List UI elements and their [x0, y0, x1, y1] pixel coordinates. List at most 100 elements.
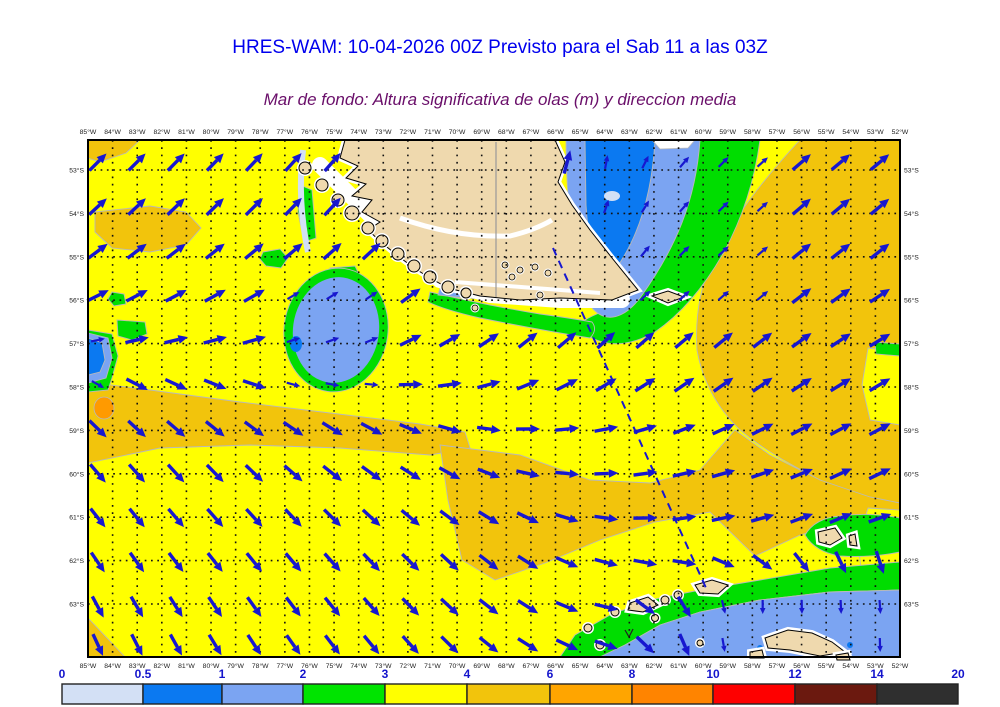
cape-horn-islet-3: [544, 269, 552, 277]
colorbar-segment-6: [549, 683, 633, 705]
colorbar-label-6: 6: [547, 667, 554, 681]
wave-arrow: [791, 337, 805, 349]
colorbar-label-4: 4: [464, 667, 471, 681]
wave-arrow-head: [488, 605, 499, 615]
lon-label-bottom: 75°W: [326, 662, 343, 670]
wave-arrow-head: [603, 155, 610, 162]
cape-horn-islet-5: [536, 291, 544, 299]
wave-arrow: [86, 292, 101, 303]
wave-arrow: [635, 337, 649, 350]
wave-arrow: [756, 160, 765, 168]
wave-arrow: [207, 633, 219, 649]
wave-arrow-head: [490, 424, 501, 434]
wave-arrow: [283, 464, 297, 477]
lon-label-top: 54°W: [842, 128, 859, 136]
wave-arrow-head: [800, 198, 811, 209]
wave-arrow-head: [175, 243, 186, 253]
wave-arrow: [439, 509, 453, 521]
wave-arrow: [125, 377, 141, 388]
fjord-island-4: [361, 221, 375, 235]
colorbar-segment-2: [221, 683, 304, 705]
wave-arrow-head: [332, 426, 343, 436]
lon-label-bottom: 76°W: [301, 662, 318, 670]
wave-arrow: [830, 292, 844, 304]
wave-arrow: [399, 422, 414, 432]
wave-arrow: [477, 467, 492, 476]
wave-arrow: [164, 377, 180, 388]
wave-arrow-head: [530, 424, 541, 434]
lon-label-bottom: 58°W: [744, 662, 761, 670]
wave-arrow-head: [448, 643, 459, 654]
wave-arrow: [323, 634, 336, 649]
wave-arrow: [516, 381, 532, 391]
wave-arrow-head: [95, 645, 104, 656]
cape-horn-islet-2: [531, 263, 539, 271]
wave-arrow: [517, 637, 532, 648]
wave-arrow: [91, 380, 100, 386]
wave-arrow-head: [213, 472, 224, 483]
wave-arrow: [478, 636, 493, 648]
wave-arrow-head: [877, 607, 883, 614]
wave-arrow-head: [369, 644, 380, 655]
lat-label-right: 61°S: [904, 514, 919, 522]
lon-label-bottom: 85°W: [80, 662, 97, 670]
wave-arrow: [594, 557, 610, 565]
shetland-island-5: [651, 614, 659, 622]
wave-arrow: [717, 249, 726, 257]
colorbar-label-1: 1: [219, 667, 226, 681]
wave-arrow-head: [802, 468, 813, 477]
colorbar-label-0.5: 0.5: [135, 667, 152, 681]
fjord-island-1: [315, 178, 329, 192]
wave-arrow-head: [212, 644, 222, 656]
wave-arrow: [166, 159, 180, 172]
wave-arrow-head: [606, 378, 617, 388]
graticule: [87, 140, 901, 657]
wave-arrow-head: [567, 379, 578, 388]
lat-label-right: 54°S: [904, 210, 919, 218]
wave-arrow: [639, 294, 647, 302]
wave-arrow-head: [449, 334, 461, 343]
wave-arrow-head: [801, 288, 812, 298]
wave-arrow-head: [725, 513, 736, 522]
wave-arrow-head: [253, 198, 263, 208]
wave-arrow: [595, 381, 610, 393]
wave-arrow: [401, 634, 414, 648]
wave-arrow-head: [643, 200, 650, 208]
wave-arrow-head: [722, 290, 729, 297]
wave-arrow-head: [255, 335, 266, 344]
wave-arrow: [243, 292, 258, 303]
wave-arrow: [594, 514, 610, 521]
map-plot-area: 85°W 85°W 84°W 84°W 83°W 83°W 82°W 82°W 81°W 81°W…: [69, 128, 919, 670]
wave-arrow: [789, 515, 805, 524]
wave-arrow-head: [135, 427, 146, 438]
wave-arrow: [207, 596, 219, 611]
lon-label-top: 70°W: [449, 128, 466, 136]
green-left-spot1: [107, 291, 127, 307]
wave-arrow-head: [799, 561, 810, 572]
wave-arrow-head: [759, 607, 766, 614]
wave-arrow: [439, 597, 453, 610]
wave-arrow-head: [173, 645, 183, 656]
lon-label-bottom: 67°W: [523, 662, 540, 670]
wave-arrow: [634, 598, 649, 610]
green-spot-nw-oval: [259, 248, 289, 269]
wave-arrow: [361, 248, 375, 261]
lon-label-bottom: 57°W: [769, 662, 786, 670]
wave-arrow-head: [879, 154, 890, 164]
lon-label-top: 68°W: [498, 128, 515, 136]
lon-label-top: 58°W: [744, 128, 761, 136]
wave-arrow: [478, 553, 493, 566]
wave-arrow: [672, 471, 688, 478]
wave-arrow-head: [607, 558, 618, 568]
wave-arrow: [203, 292, 219, 303]
lon-label-top: 52°W: [892, 128, 909, 136]
land-masses: [297, 137, 861, 663]
wave-arrow-head: [723, 377, 734, 387]
colorbar-label-20: 20: [951, 667, 965, 681]
wave-arrow: [517, 554, 532, 566]
wave-arrow-head: [96, 198, 107, 209]
wave-arrow: [711, 556, 727, 566]
wave-arrow-head: [801, 333, 812, 343]
wave-arrow: [868, 515, 883, 524]
wave-arrow-head: [174, 517, 184, 528]
